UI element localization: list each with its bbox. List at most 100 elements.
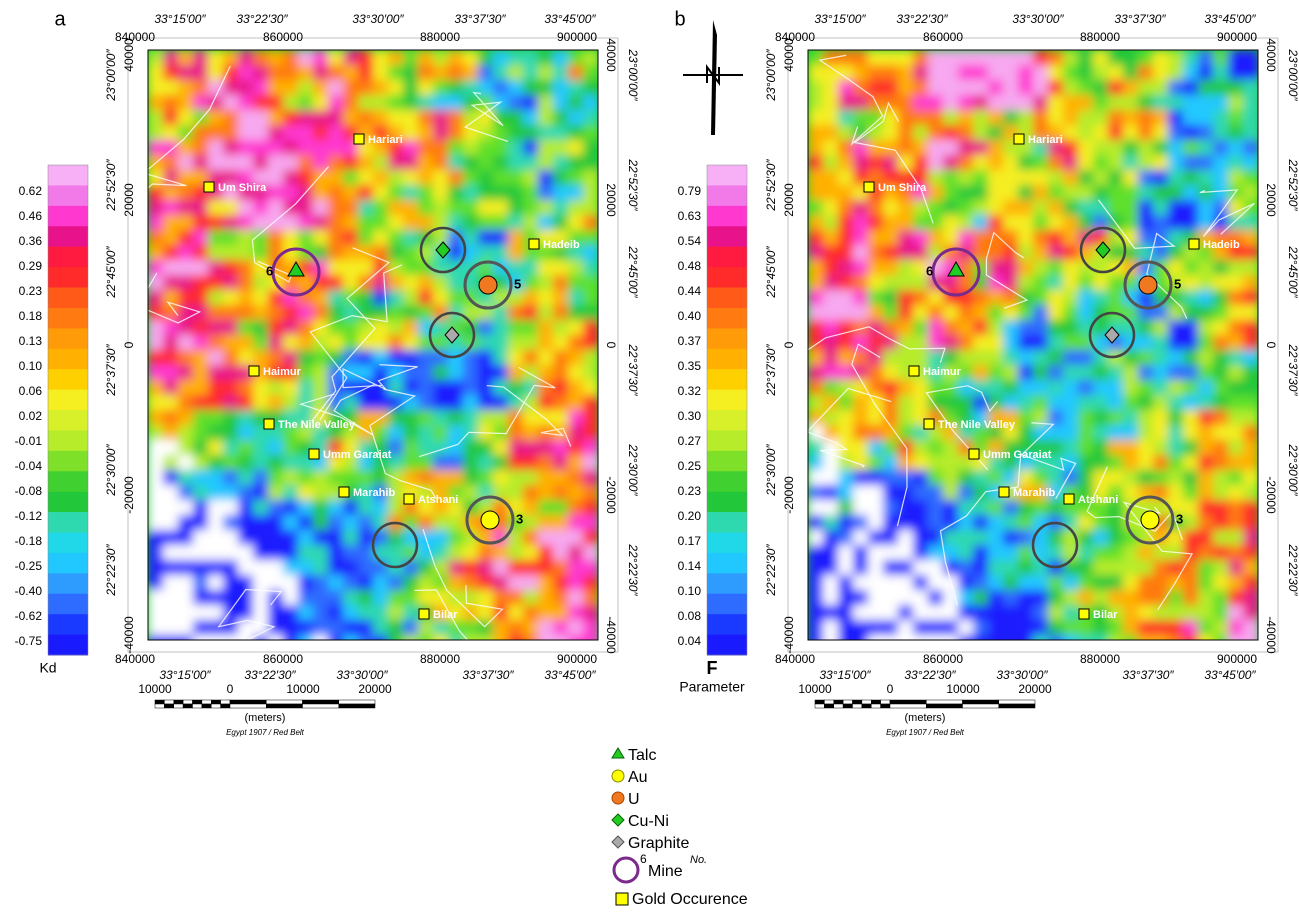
raster-cell xyxy=(1198,170,1214,186)
raster-cell xyxy=(808,320,824,336)
raster-cell xyxy=(313,185,329,201)
scalebar-segment xyxy=(192,699,203,705)
raster-cell xyxy=(523,305,539,321)
raster-cell xyxy=(943,440,959,456)
raster-cell xyxy=(928,95,944,111)
raster-cell xyxy=(373,635,389,640)
raster-cell xyxy=(238,125,254,141)
raster-cell xyxy=(223,515,239,531)
raster-cell xyxy=(583,290,598,306)
raster-cell xyxy=(448,185,464,201)
raster-cell xyxy=(1063,290,1079,306)
raster-cell xyxy=(163,110,179,126)
raster-cell xyxy=(508,395,524,411)
raster-cell xyxy=(538,80,554,96)
raster-cell xyxy=(148,425,164,441)
raster-cell xyxy=(928,125,944,141)
raster-cell xyxy=(433,95,449,111)
longitude-label-bottom: 33°45′00″ xyxy=(544,668,596,682)
raster-cell xyxy=(553,125,569,141)
raster-cell xyxy=(988,245,1004,261)
raster-cell xyxy=(1168,215,1184,231)
raster-cell xyxy=(883,65,899,81)
raster-cell xyxy=(268,320,284,336)
raster-cell xyxy=(1138,185,1154,201)
raster-cell xyxy=(388,215,404,231)
raster-cell xyxy=(238,500,254,516)
raster-cell xyxy=(298,620,314,636)
raster-cell xyxy=(463,365,479,381)
raster-cell xyxy=(958,80,974,96)
raster-cell xyxy=(943,155,959,171)
raster-cell xyxy=(283,80,299,96)
scalebar-segment xyxy=(852,699,863,705)
raster-cell xyxy=(568,170,584,186)
raster-cell xyxy=(418,80,434,96)
raster-cell xyxy=(1243,305,1258,321)
scalebar-segment xyxy=(842,703,853,709)
gold-occurrence xyxy=(1078,608,1090,620)
raster-cell xyxy=(1093,125,1109,141)
raster-cell xyxy=(1123,605,1139,621)
raster-cell xyxy=(583,305,598,321)
raster-cell xyxy=(373,485,389,501)
raster-cell xyxy=(568,590,584,606)
raster-cell xyxy=(1243,245,1258,261)
raster-cell xyxy=(853,545,869,561)
raster-cell xyxy=(1123,455,1139,471)
raster-cell xyxy=(583,635,598,640)
raster-cell xyxy=(913,50,929,66)
raster-cell xyxy=(268,485,284,501)
raster-cell xyxy=(493,140,509,156)
raster-cell xyxy=(1198,335,1214,351)
colorbar-tick-label: 0.48 xyxy=(678,259,702,273)
raster-cell xyxy=(1168,65,1184,81)
longitude-label-bottom: 33°15′00″ xyxy=(819,668,871,682)
raster-cell xyxy=(583,260,598,276)
raster-cell xyxy=(838,80,854,96)
scalebar-segment xyxy=(173,699,184,705)
raster-cell xyxy=(148,620,164,636)
easting-label-top: 880000 xyxy=(420,30,460,44)
raster-cell xyxy=(868,590,884,606)
au-symbol xyxy=(1140,510,1160,530)
raster-cell xyxy=(943,305,959,321)
raster-cell xyxy=(178,365,194,381)
raster-cell xyxy=(268,185,284,201)
raster-cell xyxy=(463,395,479,411)
raster-cell xyxy=(298,575,314,591)
raster-cell xyxy=(193,245,209,261)
raster-cell xyxy=(253,500,269,516)
raster-cell xyxy=(1003,260,1019,276)
raster-cell xyxy=(163,215,179,231)
raster-cell xyxy=(538,140,554,156)
raster-cell xyxy=(313,605,329,621)
raster-cell xyxy=(328,515,344,531)
raster-cell xyxy=(1213,425,1229,441)
raster-cell xyxy=(178,65,194,81)
raster-cell xyxy=(1198,275,1214,291)
raster-cell xyxy=(418,515,434,531)
raster-cell xyxy=(523,365,539,381)
raster-cell xyxy=(448,455,464,471)
scalebar-segment xyxy=(824,699,834,705)
raster-cell xyxy=(448,245,464,261)
raster-cell xyxy=(1048,590,1064,606)
raster-cell xyxy=(838,335,854,351)
longitude-label-top: 33°45′00″ xyxy=(544,12,596,26)
raster-cell xyxy=(838,275,854,291)
raster-cell xyxy=(418,275,434,291)
raster-cell xyxy=(448,65,464,81)
raster-cell xyxy=(1213,530,1229,546)
raster-cell xyxy=(478,95,494,111)
raster-cell xyxy=(1243,605,1258,621)
raster-cell xyxy=(463,440,479,456)
raster-cell xyxy=(298,365,314,381)
raster-cell xyxy=(493,215,509,231)
raster-cell xyxy=(973,95,989,111)
raster-cell xyxy=(193,260,209,276)
colorbar-band xyxy=(707,328,747,350)
raster-cell xyxy=(1153,245,1169,261)
raster-cell xyxy=(958,545,974,561)
raster-cell xyxy=(538,245,554,261)
